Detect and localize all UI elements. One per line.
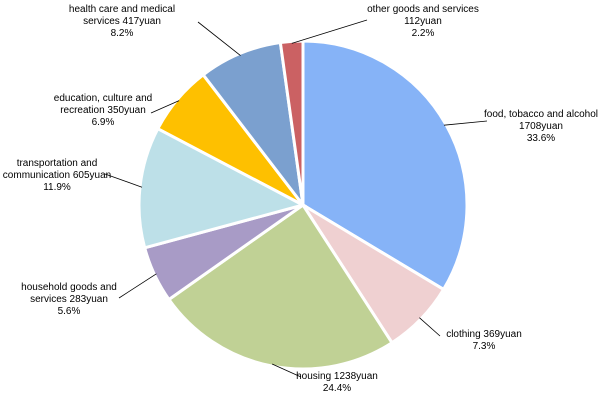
pie-slice-0	[301, 39, 469, 292]
slice-percent-label: 2.2%	[412, 28, 435, 39]
slice-name-label: housing 1238yuan	[296, 371, 378, 382]
slice-name-label: services 283yuan	[30, 294, 108, 305]
leader-line-2	[271, 363, 302, 378]
leader-line-7	[291, 19, 368, 44]
slice-name-label: clothing 369yuan	[446, 329, 522, 340]
slice-percent-label: 8.2%	[111, 28, 134, 39]
leader-line-6	[197, 21, 241, 56]
slice-percent-label: 11.9%	[43, 182, 71, 193]
leader-line-0	[443, 120, 488, 126]
leader-line-5	[150, 100, 180, 114]
slice-name-label: food, tobacco and alcohol	[484, 109, 598, 120]
slice-percent-label: 24.4%	[323, 383, 351, 394]
slice-percent-label: 5.6%	[58, 306, 81, 317]
slice-name-label: health care and medical	[69, 4, 175, 15]
slice-name-label: recreation 350yuan	[60, 105, 146, 116]
pie-slice-7	[278, 39, 305, 206]
slice-name-label: communication 605yuan	[3, 170, 111, 181]
slice-percent-label: 6.9%	[92, 117, 115, 128]
slice-name-label: household goods and	[21, 282, 117, 293]
leader-line-1	[419, 317, 441, 337]
slice-name-label: 1708yuan	[519, 121, 563, 132]
slice-percent-label: 33.6%	[527, 133, 555, 144]
slice-name-label: other goods and services	[367, 4, 479, 15]
slice-name-label: education, culture and	[54, 93, 152, 104]
slice-name-label: transportation and	[17, 158, 98, 169]
leader-line-4	[104, 173, 143, 188]
slice-name-label: 112yuan	[404, 16, 442, 27]
slice-percent-label: 7.3%	[473, 341, 496, 352]
pie-slice-4	[137, 126, 308, 250]
leader-line-3	[118, 273, 157, 299]
slice-name-label: services 417yuan	[83, 16, 161, 27]
pie-slice-2	[166, 202, 395, 371]
